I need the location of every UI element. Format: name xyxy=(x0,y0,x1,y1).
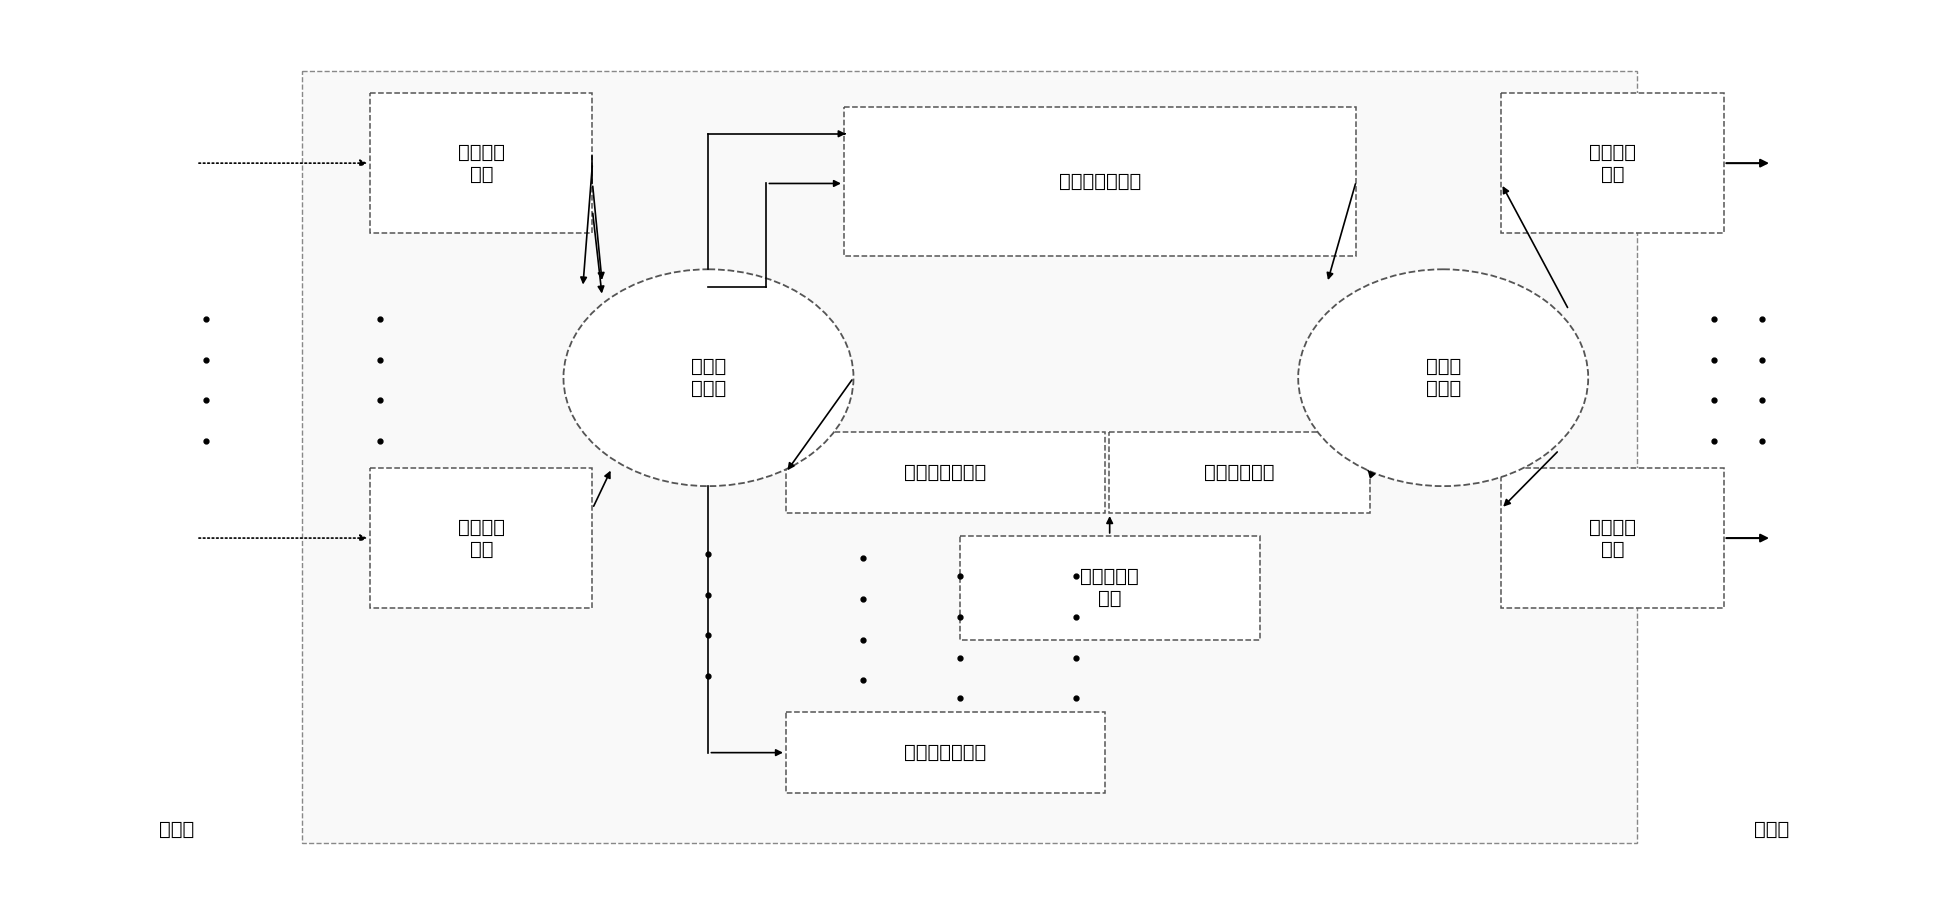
Text: 端口查找表模块: 端口查找表模块 xyxy=(904,744,987,762)
Text: 输出端: 输出端 xyxy=(1755,820,1790,839)
Text: 输出缓存
模块: 输出缓存 模块 xyxy=(1588,143,1637,184)
Bar xyxy=(785,432,1105,514)
Bar xyxy=(785,712,1105,794)
Bar xyxy=(370,93,593,233)
Bar xyxy=(370,468,593,608)
Text: 接收调
度模块: 接收调 度模块 xyxy=(690,357,725,398)
Text: 输入缓存
模块: 输入缓存 模块 xyxy=(458,517,504,558)
Bar xyxy=(1501,93,1724,233)
Text: 共享查找表模块: 共享查找表模块 xyxy=(1059,172,1142,191)
Bar xyxy=(1109,432,1369,514)
Bar xyxy=(843,106,1355,255)
Text: 端口查找表模块: 端口查找表模块 xyxy=(904,463,987,482)
Bar xyxy=(960,535,1260,640)
Text: 过滤和警管
模块: 过滤和警管 模块 xyxy=(1080,567,1138,608)
Text: 输入端: 输入端 xyxy=(159,820,194,839)
Text: 输入缓存
模块: 输入缓存 模块 xyxy=(458,143,504,184)
Ellipse shape xyxy=(1299,269,1588,486)
Text: 发送调
度模块: 发送调 度模块 xyxy=(1425,357,1460,398)
Text: 输出缓存
模块: 输出缓存 模块 xyxy=(1588,517,1637,558)
Ellipse shape xyxy=(564,269,853,486)
Text: 输出队列模块: 输出队列模块 xyxy=(1204,463,1274,482)
Bar xyxy=(1501,468,1724,608)
Bar xyxy=(302,71,1637,843)
